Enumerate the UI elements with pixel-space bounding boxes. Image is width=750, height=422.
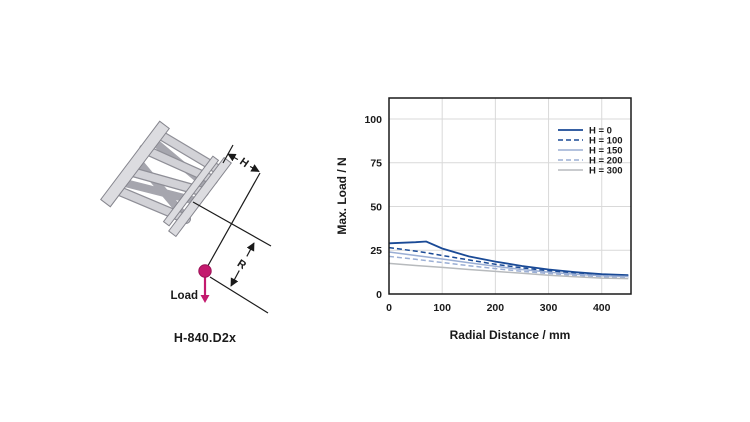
hexapod-illustration (100, 120, 232, 238)
dim-r-label-group: R (232, 252, 253, 274)
y-tick-label: 100 (364, 114, 382, 126)
load-chart-container: 0 100 200 300 400 0 25 50 75 100 Radial Distance /… (330, 90, 750, 362)
axis-line (204, 172, 261, 272)
series-line-H=100 (388, 246, 629, 277)
y-tick-label: 75 (370, 158, 382, 170)
x-axis-title: Radial Distance / mm (450, 328, 571, 342)
load-label: Load (171, 290, 198, 302)
dim-h-label-bg (234, 151, 255, 172)
x-tick-label: 300 (540, 302, 558, 314)
plane-extension-line (192, 201, 272, 247)
x-tick-label: 0 (386, 302, 392, 314)
y-axis-title: Max. Load / N (335, 157, 349, 234)
legend-label-H=0: H = 0 (589, 125, 612, 136)
load-marker: Load (171, 264, 212, 303)
x-tick-label: 400 (593, 302, 611, 314)
model-caption: H-840.D2x (173, 331, 237, 345)
plot-frame (388, 97, 632, 295)
series-line-H=200 (388, 255, 629, 279)
dim-r-label-bg (232, 252, 253, 274)
series-line-H=300 (388, 262, 629, 280)
legend-label-H=150: H = 150 (589, 145, 623, 156)
series-line-H=150 (388, 251, 629, 278)
y-tick-label: 50 (370, 201, 382, 213)
x-tick-label: 200 (487, 302, 505, 314)
x-tick-label: 100 (433, 302, 451, 314)
y-tick-label: 0 (376, 289, 382, 301)
load-point-dot (198, 264, 212, 278)
hexapod-diagram: H R Load (100, 120, 272, 314)
legend-label-H=300: H = 300 (589, 165, 623, 176)
dimension-lines (192, 144, 272, 314)
load-arrow-head (200, 295, 210, 303)
series-line-H=0 (388, 240, 629, 276)
legend-label-H=100: H = 100 (589, 135, 623, 146)
hexapod-platform-inner (162, 155, 220, 227)
y-tick-label: 25 (370, 245, 382, 257)
legend-label-H=200: H = 200 (589, 155, 623, 166)
dim-h-label-group: H (234, 151, 255, 172)
load-chart: 0 100 200 300 400 0 25 50 75 100 Radial Distance /… (335, 97, 632, 342)
hexapod-base-plate (100, 120, 170, 208)
load-plane-line (209, 276, 269, 314)
